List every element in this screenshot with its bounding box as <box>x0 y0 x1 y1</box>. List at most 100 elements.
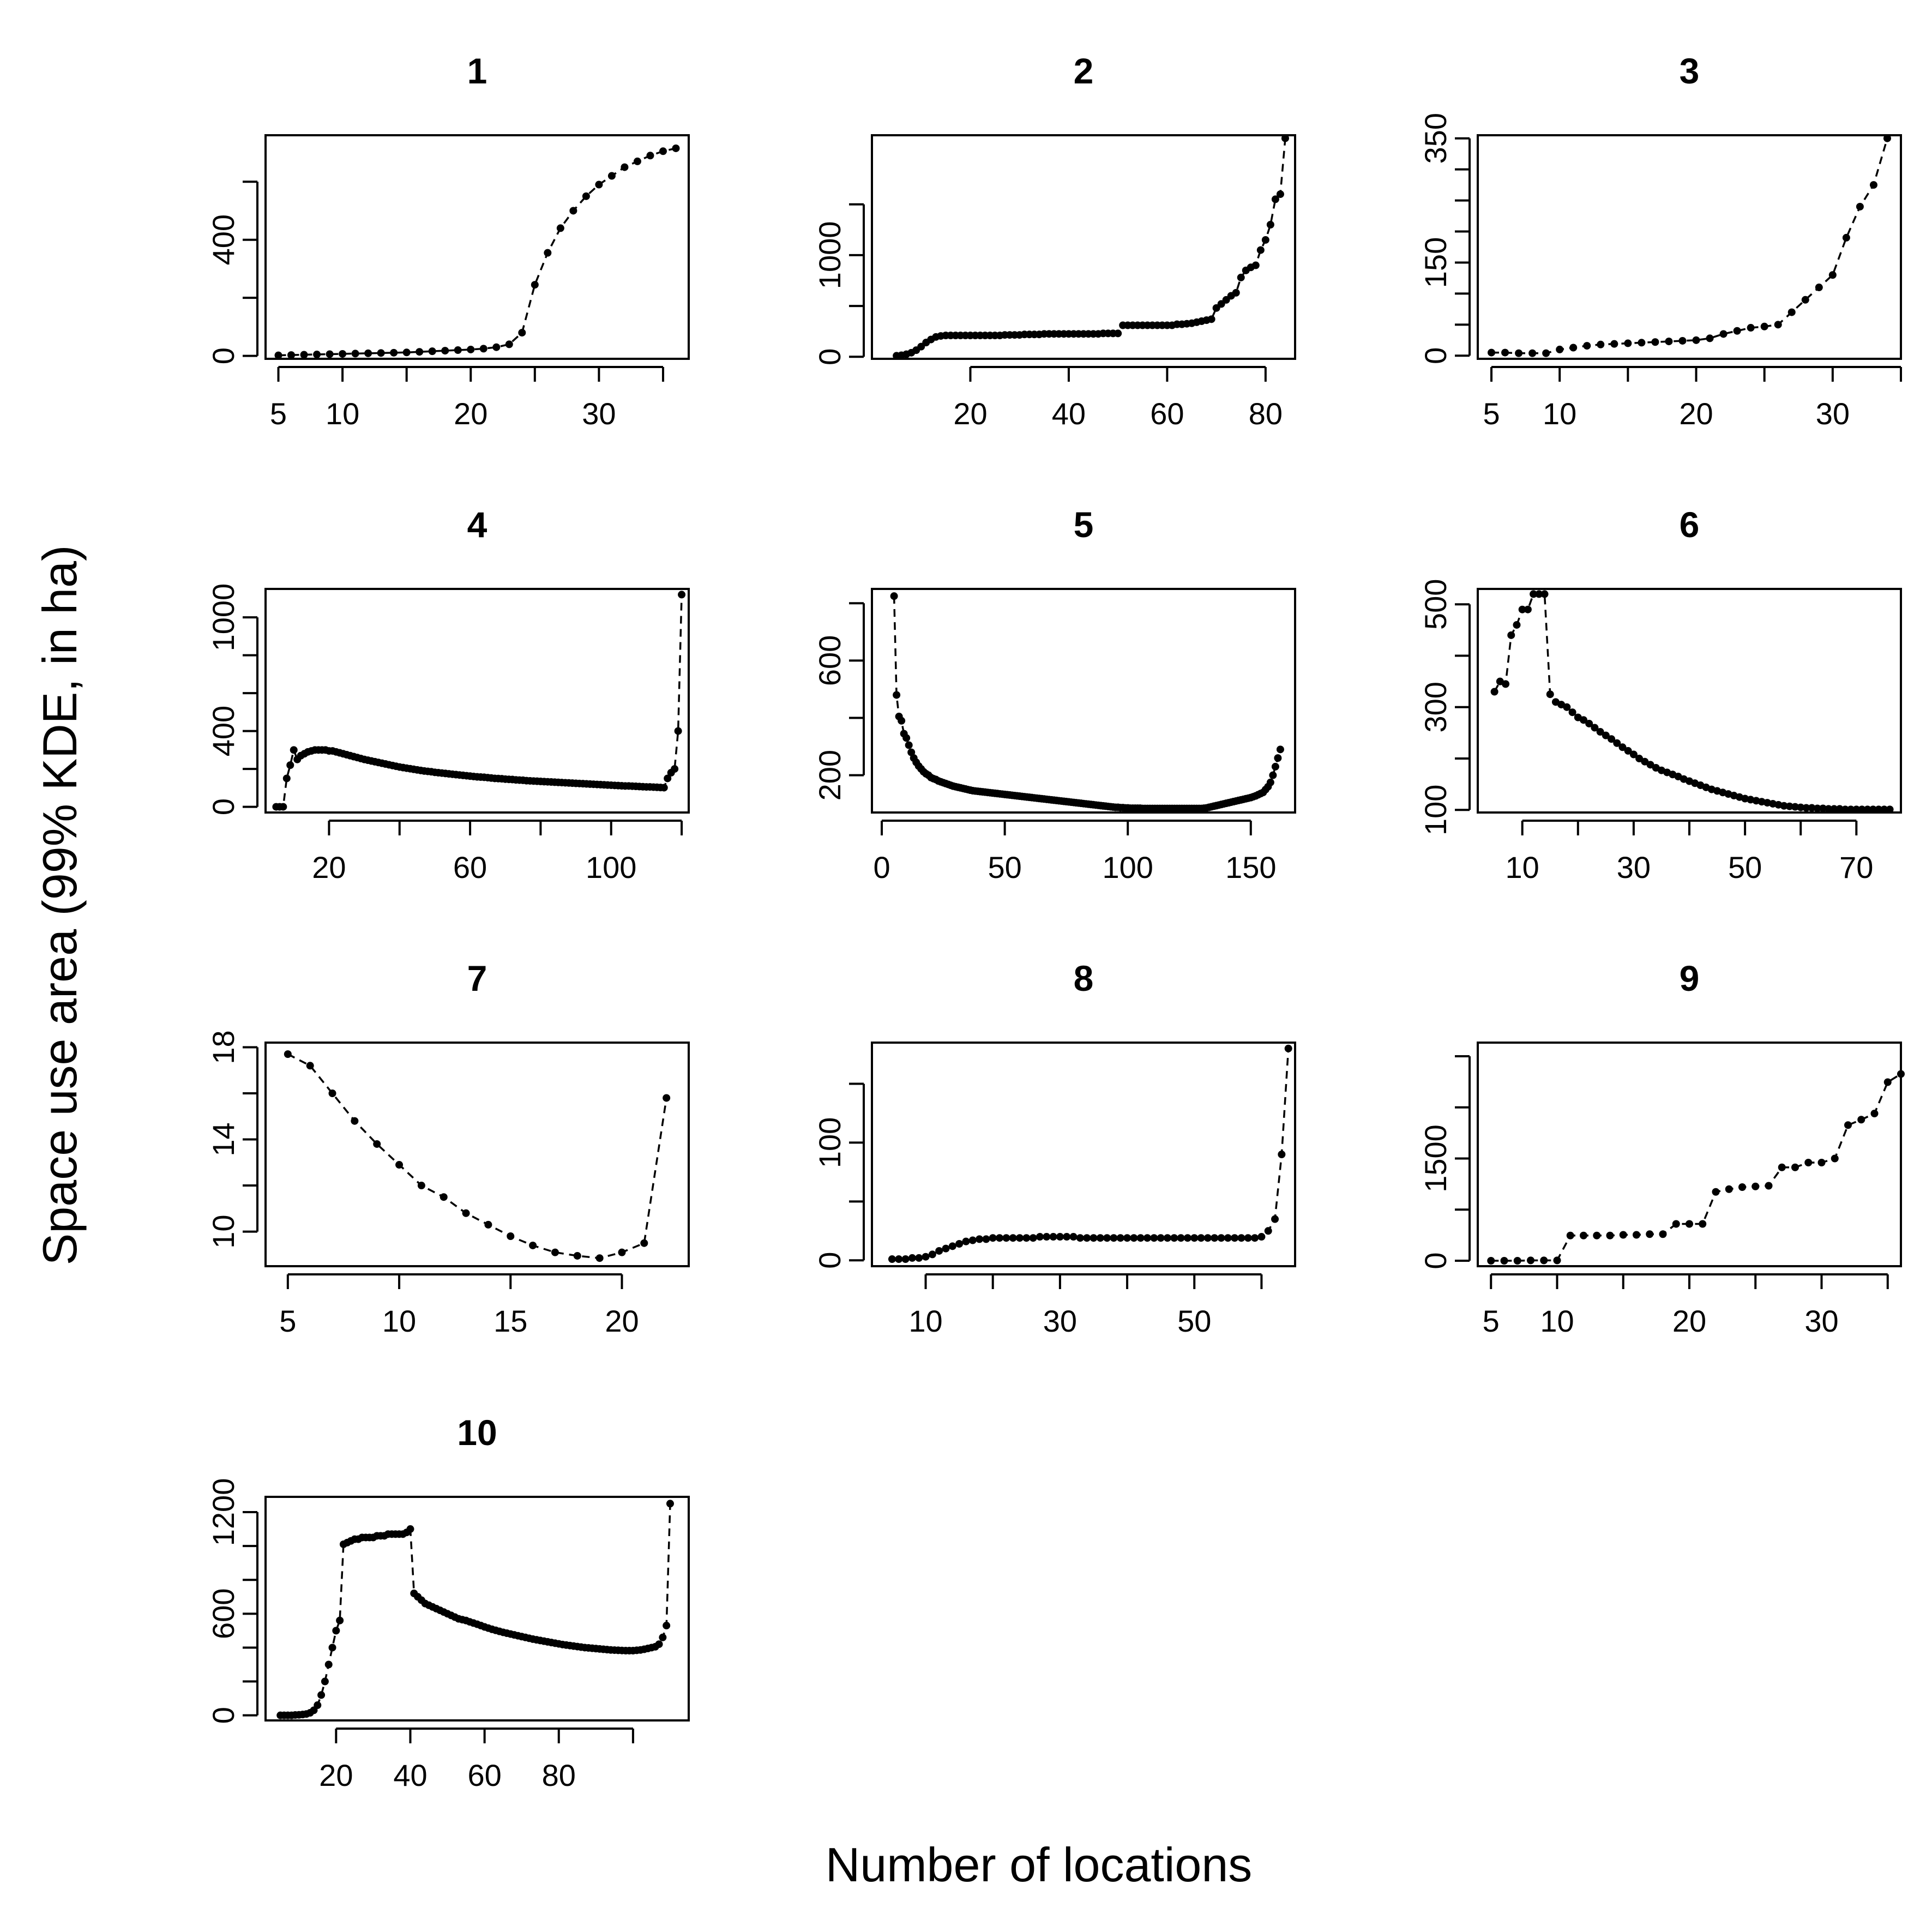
panel-6-data-point <box>1524 605 1532 613</box>
panel-6-x-tick-label: 50 <box>1728 850 1762 884</box>
panel-6-data-point <box>1507 631 1515 639</box>
panel-10-data-point <box>321 1677 329 1686</box>
panel-1-data-point <box>351 350 359 358</box>
panel-1-data-point <box>364 349 372 357</box>
panel-8-data-point <box>1076 1234 1084 1242</box>
panel-3-data-point <box>1583 342 1591 350</box>
panel-8-data-point <box>1257 1233 1266 1241</box>
panel-9-data-point <box>1712 1188 1720 1196</box>
panel-9-data-point <box>1580 1231 1587 1239</box>
panel-3-data-point <box>1597 340 1605 348</box>
panel-9-data-point <box>1791 1163 1799 1171</box>
panel-8-data-point <box>1103 1234 1111 1242</box>
panel-7-data-point <box>484 1220 492 1229</box>
panel-2: 2 20 40 60 80 0 1000 <box>812 51 1296 431</box>
panel-6-data-point <box>1585 719 1593 727</box>
panel-6-data-point <box>1624 747 1632 755</box>
panel-9-data-point <box>1897 1070 1905 1078</box>
panel-8-data-point <box>1284 1044 1292 1052</box>
panel-9-data-point <box>1633 1231 1640 1239</box>
panel-8-data-point <box>1116 1234 1124 1242</box>
panel-6-data-point <box>1780 802 1788 810</box>
panel-2-x-tick-label: 60 <box>1150 396 1184 431</box>
panel-4-data-point <box>279 803 287 811</box>
panel-6-data-point <box>1490 688 1498 696</box>
panel-2-x-tick-label: 40 <box>1052 396 1086 431</box>
panel-6-data-point <box>1563 703 1571 711</box>
panel-5-data-point <box>905 741 913 749</box>
panel-1-data-point <box>402 348 411 357</box>
panel-1-data-point <box>441 347 449 355</box>
panel-8-data-point <box>1009 1234 1017 1242</box>
x-axis-label: Number of locations <box>826 1838 1253 1892</box>
panel-6-data-point <box>1535 590 1543 598</box>
panel-10-y-tick-label: 0 <box>206 1707 240 1724</box>
panel-5-data-point <box>1276 745 1284 754</box>
panel-5-x-tick-label: 100 <box>1102 850 1153 884</box>
panel-8-data-point <box>1163 1234 1171 1242</box>
panel-1-data-point <box>569 207 577 215</box>
panel-10-series-line <box>280 1503 671 1717</box>
panel-1-x-tick-label: 30 <box>582 396 616 431</box>
panel-1-y-tick-label: 400 <box>206 214 240 265</box>
panel-4-y-tick-label: 1000 <box>206 583 240 652</box>
panel-7-frame <box>264 1042 690 1267</box>
panel-2-x-tick-label: 20 <box>953 396 987 431</box>
panel-7-data-point <box>551 1248 559 1256</box>
panel-10-data-point <box>332 1627 340 1635</box>
panel-5-x-tick-label: 150 <box>1225 850 1276 884</box>
panel-3-data-point <box>1774 321 1782 329</box>
panel-6-data-point <box>1858 805 1866 814</box>
panel-9-data-point <box>1500 1257 1508 1265</box>
panel-3-data-point <box>1488 348 1496 357</box>
panel-5-data-point <box>890 592 898 600</box>
panel-8-data-point <box>888 1255 896 1263</box>
panel-2-data-point <box>1281 134 1289 142</box>
panel-8-data-point <box>1002 1234 1010 1242</box>
panel-8-data-point <box>1063 1233 1071 1241</box>
panel-7-data-point <box>663 1094 671 1102</box>
panel-7-data-point <box>529 1241 537 1249</box>
panel-8-data-point <box>1251 1234 1259 1242</box>
panel-8-data-point <box>948 1242 956 1250</box>
panel-8-data-point <box>982 1235 990 1243</box>
panel-3-data-point <box>1638 339 1646 347</box>
panel-6-data-point <box>1530 590 1538 598</box>
panel-6-data-point <box>1852 805 1861 814</box>
panel-3-data-point <box>1787 308 1796 316</box>
panel-1-data-point <box>390 348 398 357</box>
panel-6-y-tick-label: 100 <box>1418 785 1453 835</box>
panel-3-data-point <box>1828 271 1837 279</box>
panel-3-frame <box>1477 134 1902 360</box>
panel-1-data-point <box>595 180 603 189</box>
panel-3-data-point <box>1678 336 1687 345</box>
panel-6-data-point <box>1819 804 1827 812</box>
panel-3-data-point <box>1856 202 1864 210</box>
panel-8-data-point <box>962 1237 970 1245</box>
panel-1-data-point <box>505 340 513 348</box>
panel-8-data-point <box>1237 1234 1245 1242</box>
panel-7-y-tick-label: 14 <box>206 1122 240 1156</box>
panel-6-data-point <box>1825 805 1833 813</box>
panel-10-data-point <box>328 1644 336 1652</box>
panel-5-series-line <box>893 596 1281 810</box>
panel-8-data-point <box>1183 1234 1191 1242</box>
panel-3-title: 3 <box>1680 51 1700 91</box>
panel-1-data-point <box>492 343 501 351</box>
panel-8-data-point <box>1029 1234 1037 1242</box>
panel-7-data-point <box>462 1209 470 1217</box>
panel-9-data-point <box>1725 1185 1733 1193</box>
panel-5-x-tick-label: 50 <box>988 850 1021 884</box>
panel-3-data-point <box>1692 336 1700 344</box>
panel-7-data-point <box>573 1251 581 1260</box>
panel-8-x-tick-label: 50 <box>1177 1304 1211 1338</box>
panel-6-data-point <box>1641 757 1649 766</box>
panel-8-data-point <box>1043 1233 1051 1241</box>
panel-5-x-tick-label: 0 <box>873 850 890 884</box>
panel-8-data-point <box>1083 1234 1091 1242</box>
panel-5-data-point <box>902 734 911 742</box>
panel-9-data-point <box>1831 1154 1839 1163</box>
panel-6-data-point <box>1513 621 1521 629</box>
panel-6-data-point <box>1791 803 1799 811</box>
panel-6-data-point <box>1808 804 1816 812</box>
